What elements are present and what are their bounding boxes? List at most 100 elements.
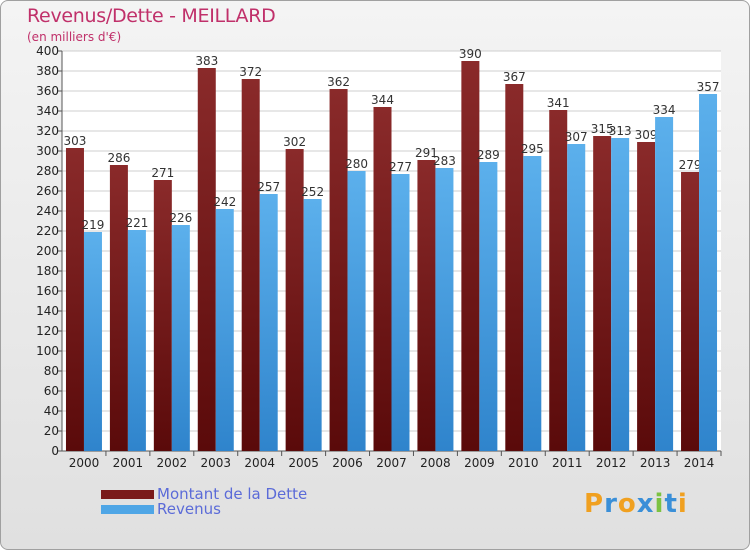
bar-dette <box>637 142 656 451</box>
y-tick-label: 380 <box>36 64 59 78</box>
y-tick-label: 60 <box>44 384 59 398</box>
y-tick-label: 80 <box>44 364 59 378</box>
logo-letter: i <box>677 489 688 519</box>
x-tick-label: 2012 <box>596 456 627 470</box>
data-label-revenus: 313 <box>609 124 632 138</box>
logo-letter: t <box>664 489 678 519</box>
legend-label-dette: Montant de la Dette <box>157 485 308 503</box>
y-tick-label: 240 <box>36 204 59 218</box>
y-tick-label: 400 <box>36 44 59 58</box>
x-tick-label: 2009 <box>464 456 495 470</box>
bar-revenus <box>303 199 322 451</box>
y-tick-label: 180 <box>36 264 59 278</box>
bar-revenus <box>479 162 498 451</box>
data-label-revenus: 280 <box>345 157 368 171</box>
logo-letter: P <box>584 489 605 519</box>
data-label-revenus: 277 <box>389 160 412 174</box>
y-tick-label: 220 <box>36 224 59 238</box>
y-tick-label: 40 <box>44 404 59 418</box>
bar-dette <box>329 89 348 451</box>
data-label-dette: 383 <box>195 54 218 68</box>
data-label-revenus: 257 <box>257 180 280 194</box>
bar-revenus <box>347 171 366 451</box>
chart-subtitle: (en milliers d'€) <box>27 30 122 44</box>
chart-title: Revenus/Dette - MEILLARD <box>27 5 276 27</box>
x-tick-label: 2000 <box>69 456 100 470</box>
x-tick-label: 2001 <box>113 456 144 470</box>
x-tick-label: 2010 <box>508 456 539 470</box>
bar-revenus <box>611 138 630 451</box>
bar-revenus <box>523 156 542 451</box>
data-label-dette: 303 <box>64 134 87 148</box>
y-tick-label: 320 <box>36 124 59 138</box>
legend-swatch-revenus <box>101 505 154 514</box>
y-tick-label: 140 <box>36 304 59 318</box>
bar-dette <box>197 68 216 451</box>
y-tick-label: 0 <box>51 444 59 458</box>
x-tick-label: 2013 <box>640 456 671 470</box>
data-label-dette: 309 <box>635 128 658 142</box>
y-tick-label: 260 <box>36 184 59 198</box>
data-label-dette: 390 <box>459 47 482 61</box>
data-label-revenus: 221 <box>125 216 148 230</box>
bar-revenus <box>699 94 718 451</box>
bar-revenus <box>435 168 454 451</box>
data-label-dette: 291 <box>415 146 438 160</box>
bar-dette <box>241 79 260 451</box>
data-label-revenus: 334 <box>653 103 676 117</box>
bar-dette <box>285 149 304 451</box>
bar-revenus <box>259 194 278 451</box>
bar-dette <box>109 165 128 451</box>
logo-letter: r <box>604 489 618 519</box>
data-label-dette: 315 <box>591 122 614 136</box>
data-label-dette: 302 <box>283 135 306 149</box>
data-label-revenus: 283 <box>433 154 456 168</box>
proxiti-logo: Proxiti <box>584 489 688 519</box>
x-tick-label: 2005 <box>288 456 319 470</box>
x-tick-label: 2007 <box>376 456 407 470</box>
data-label-revenus: 357 <box>697 80 720 94</box>
bar-dette <box>153 180 172 451</box>
data-label-dette: 362 <box>327 75 350 89</box>
y-tick-label: 20 <box>44 424 59 438</box>
bar-dette <box>593 136 612 451</box>
data-label-revenus: 226 <box>169 211 192 225</box>
data-label-dette: 372 <box>239 65 262 79</box>
legend-label-revenus: Revenus <box>157 500 221 518</box>
bar-dette <box>65 148 84 451</box>
bar-dette <box>549 110 568 451</box>
data-label-dette: 271 <box>151 166 174 180</box>
logo-letter: x <box>636 489 655 519</box>
bar-revenus <box>215 209 234 451</box>
x-tick-label: 2006 <box>332 456 363 470</box>
data-label-dette: 279 <box>679 158 702 172</box>
bar-revenus <box>391 174 410 451</box>
legend-swatch-dette <box>101 490 154 499</box>
bar-revenus <box>567 144 586 451</box>
y-tick-label: 280 <box>36 164 59 178</box>
bar-dette <box>681 172 700 451</box>
y-tick-label: 300 <box>36 144 59 158</box>
data-label-dette: 286 <box>107 151 130 165</box>
data-label-revenus: 242 <box>213 195 236 209</box>
data-label-revenus: 307 <box>565 130 588 144</box>
y-tick-label: 360 <box>36 84 59 98</box>
bar-revenus <box>83 232 102 451</box>
x-tick-label: 2003 <box>200 456 231 470</box>
bar-dette <box>417 160 436 451</box>
y-tick-label: 120 <box>36 324 59 338</box>
bar-dette <box>505 84 524 451</box>
data-label-dette: 344 <box>371 93 394 107</box>
x-tick-label: 2011 <box>552 456 583 470</box>
y-tick-label: 160 <box>36 284 59 298</box>
bar-dette <box>461 61 480 451</box>
y-tick-label: 200 <box>36 244 59 258</box>
x-tick-label: 2002 <box>157 456 188 470</box>
data-label-dette: 367 <box>503 70 526 84</box>
data-label-dette: 341 <box>547 96 570 110</box>
data-label-revenus: 295 <box>521 142 544 156</box>
x-tick-label: 2004 <box>244 456 275 470</box>
bar-revenus <box>127 230 146 451</box>
